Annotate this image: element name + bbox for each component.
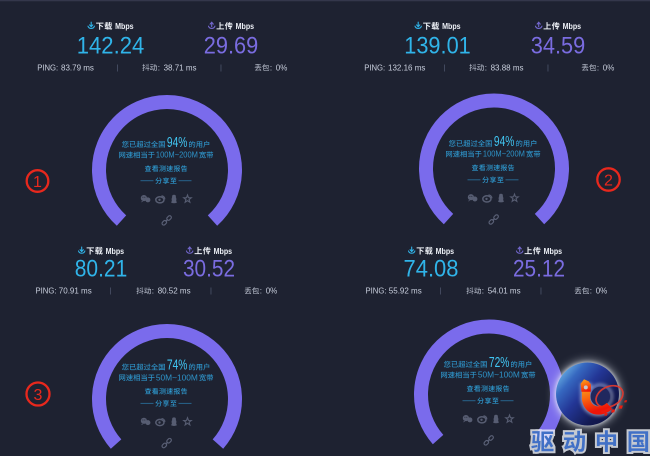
svg-text:100M~200M: 100M~200M <box>483 150 525 159</box>
svg-text:Mbps: Mbps <box>436 247 455 256</box>
svg-text:|: | <box>440 286 442 295</box>
svg-text::: : <box>482 287 484 296</box>
svg-text::: : <box>158 63 160 72</box>
svg-text:PING:: PING: <box>364 63 385 72</box>
svg-text:0%: 0% <box>603 63 615 72</box>
svg-text:|: | <box>220 63 222 72</box>
svg-text:PING:: PING: <box>366 287 387 296</box>
svg-text:94%: 94% <box>494 134 515 150</box>
svg-text:Mbps: Mbps <box>563 22 582 31</box>
svg-text::: : <box>590 287 592 296</box>
svg-text::: : <box>485 63 487 72</box>
svg-text:72%: 72% <box>489 355 510 371</box>
svg-text:|: | <box>540 286 542 295</box>
svg-text:Mbps: Mbps <box>544 247 563 256</box>
svg-text:54.01 ms: 54.01 ms <box>488 287 521 296</box>
svg-text:30.52: 30.52 <box>183 255 235 282</box>
svg-text:|: | <box>117 63 119 72</box>
svg-text:0%: 0% <box>596 287 608 296</box>
svg-text::: : <box>260 287 262 296</box>
svg-text:50M~100M: 50M~100M <box>156 373 198 382</box>
svg-text:Mbps: Mbps <box>236 22 255 31</box>
svg-text:55.92 ms: 55.92 ms <box>389 287 422 296</box>
svg-text:80.21: 80.21 <box>75 255 128 282</box>
svg-text:3: 3 <box>34 387 43 404</box>
svg-text:|: | <box>444 63 446 72</box>
svg-text:0%: 0% <box>276 63 288 72</box>
svg-text::: : <box>152 287 154 296</box>
svg-text::: : <box>597 63 599 72</box>
svg-text:Mbps: Mbps <box>214 247 233 256</box>
svg-text:Mbps: Mbps <box>442 22 461 31</box>
svg-text:|: | <box>110 286 112 295</box>
svg-text:80.52 ms: 80.52 ms <box>158 287 191 296</box>
svg-text:50M~100M: 50M~100M <box>478 371 520 380</box>
svg-text:Mbps: Mbps <box>106 247 125 256</box>
svg-text:142.24: 142.24 <box>77 33 145 60</box>
svg-text:74.08: 74.08 <box>404 255 459 282</box>
svg-text:|: | <box>547 63 549 72</box>
svg-text:100M~200M: 100M~200M <box>156 151 198 160</box>
svg-text:Mbps: Mbps <box>115 22 134 31</box>
svg-text:38.71 ms: 38.71 ms <box>164 63 197 72</box>
svg-text::: : <box>270 63 272 72</box>
svg-text:PING:: PING: <box>37 63 58 72</box>
svg-text:34.59: 34.59 <box>531 33 586 60</box>
svg-text:29.69: 29.69 <box>204 33 259 60</box>
svg-text:0%: 0% <box>266 287 278 296</box>
svg-text:1: 1 <box>33 174 42 191</box>
svg-text:83.88 ms: 83.88 ms <box>491 63 524 72</box>
svg-text:PING:: PING: <box>36 287 57 296</box>
svg-text:25.12: 25.12 <box>513 255 565 282</box>
svg-text:74%: 74% <box>167 358 188 374</box>
svg-text:139.01: 139.01 <box>404 33 471 60</box>
svg-text:94%: 94% <box>167 135 188 151</box>
svg-text:70.91 ms: 70.91 ms <box>59 287 92 296</box>
svg-text:83.79 ms: 83.79 ms <box>61 63 94 72</box>
svg-text:|: | <box>210 286 212 295</box>
svg-text:132.16 ms: 132.16 ms <box>388 63 425 72</box>
svg-text:2: 2 <box>604 172 613 189</box>
